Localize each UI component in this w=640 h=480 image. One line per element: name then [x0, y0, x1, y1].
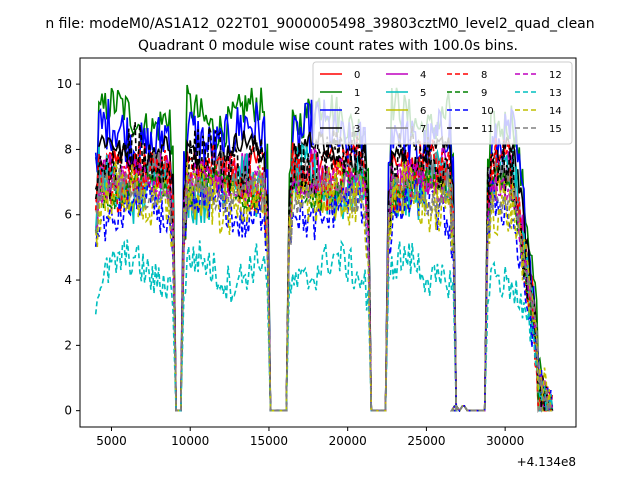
legend-label-4: 4 — [420, 70, 426, 81]
figure-suptitle: n file: modeM0/AS1A12_022T01_9000005498_… — [45, 16, 594, 32]
legend-label-7: 7 — [420, 124, 426, 135]
legend-label-13: 13 — [549, 88, 562, 99]
legend-label-9: 9 — [481, 88, 487, 99]
chart-title: Quadrant 0 module wise count rates with … — [138, 38, 518, 54]
legend-label-14: 14 — [549, 106, 562, 117]
legend-box — [312, 61, 573, 145]
y-tick-label: 6 — [64, 208, 72, 222]
legend-label-3: 3 — [354, 124, 360, 135]
x-tick-label: 25000 — [407, 434, 445, 448]
y-tick-label: 10 — [57, 77, 72, 91]
y-tick-label: 4 — [64, 273, 72, 287]
legend-label-11: 11 — [481, 124, 494, 135]
x-tick-label: 30000 — [486, 434, 524, 448]
legend-label-15: 15 — [549, 124, 562, 135]
x-tick-label: 5000 — [96, 434, 127, 448]
x-tick-label: 20000 — [329, 434, 367, 448]
x-axis-offset-label: +4.134e8 — [517, 455, 576, 469]
legend-label-1: 1 — [354, 88, 360, 99]
legend-label-2: 2 — [354, 106, 360, 117]
y-axis: 0 2 4 6 8 10 — [57, 77, 80, 418]
legend-label-0: 0 — [354, 70, 360, 81]
legend-label-6: 6 — [420, 106, 426, 117]
legend-label-12: 12 — [549, 70, 562, 81]
x-axis: 5000 10000 15000 20000 25000 30000 — [96, 427, 524, 448]
plot-frame — [79, 57, 577, 428]
x-tick-label: 15000 — [250, 434, 288, 448]
series-line-15 — [94, 167, 553, 413]
legend-label-5: 5 — [420, 88, 426, 99]
legend-label-8: 8 — [481, 70, 487, 81]
x-tick-label: 10000 — [171, 434, 209, 448]
y-tick-label: 2 — [64, 338, 72, 352]
y-tick-label: 0 — [64, 404, 72, 418]
legend-label-10: 10 — [481, 106, 494, 117]
y-tick-label: 8 — [64, 142, 72, 156]
